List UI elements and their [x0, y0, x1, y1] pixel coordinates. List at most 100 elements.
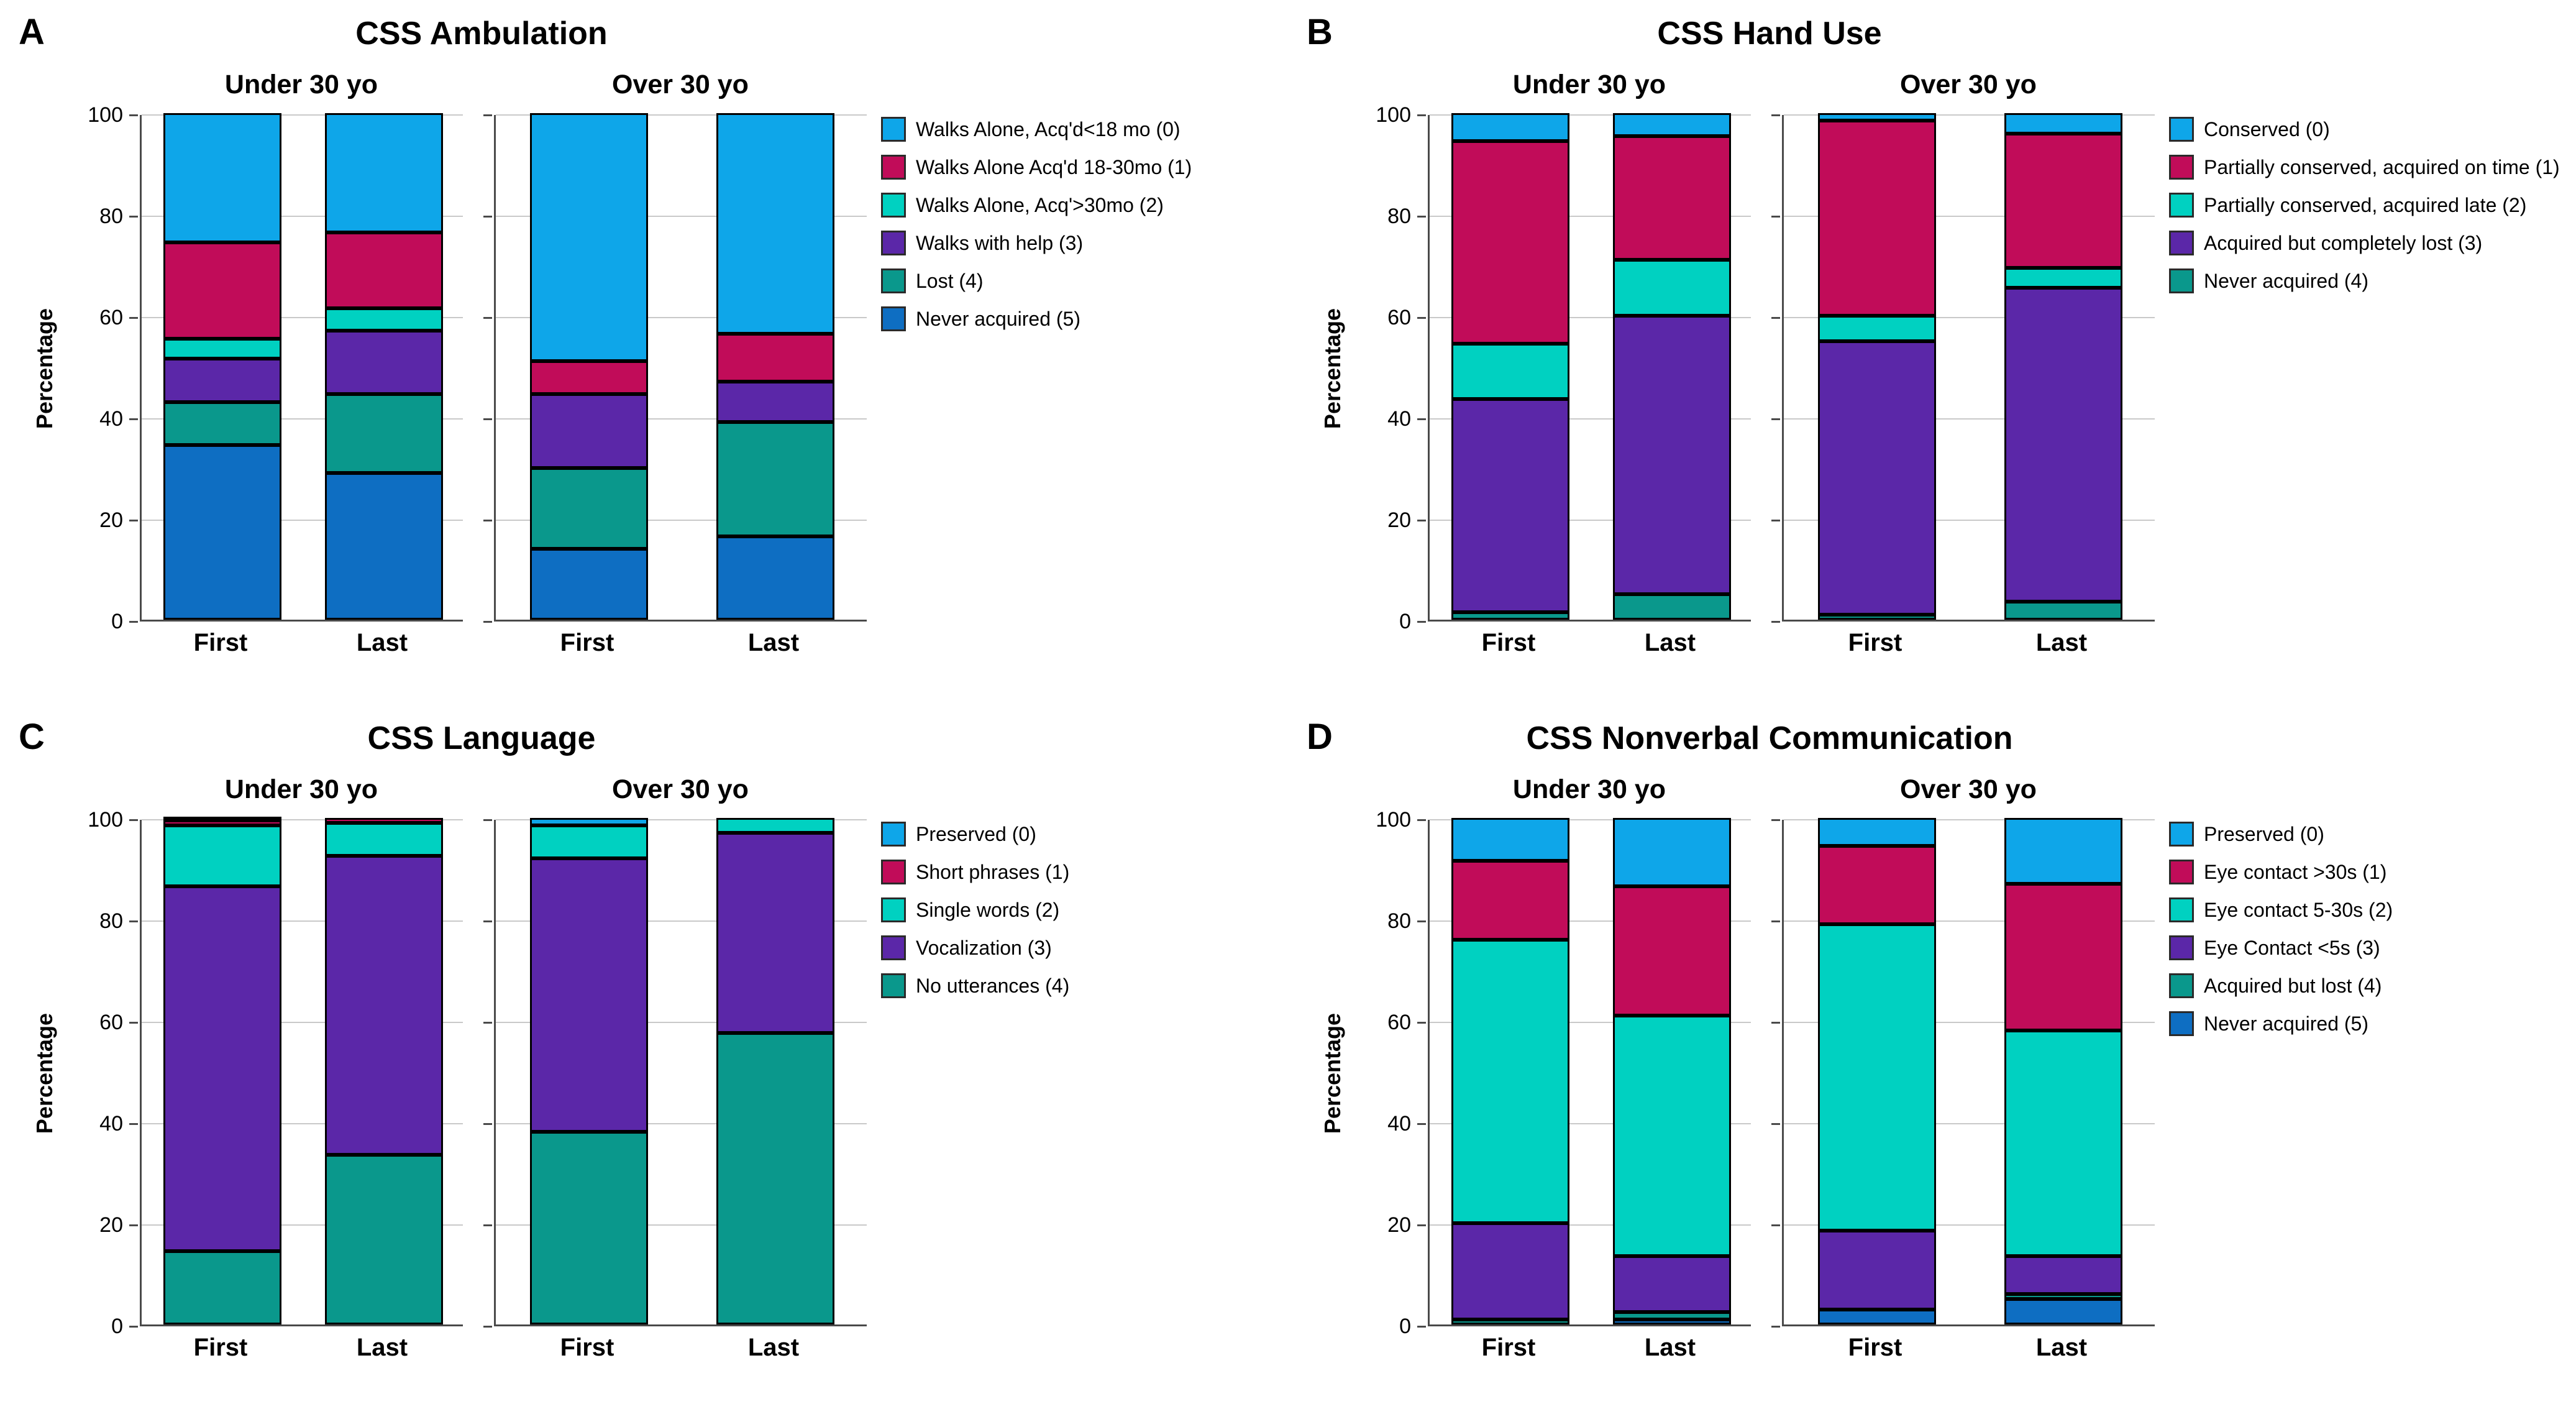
y-tick-mark	[1771, 216, 1780, 218]
legend-swatch-icon	[2169, 117, 2194, 142]
bar-slot-last	[682, 818, 869, 1324]
bar-slot-first	[496, 113, 682, 620]
legend-swatch-icon	[881, 935, 906, 960]
gridline-40	[1430, 418, 1751, 420]
legend-label: Walks Alone, Acq'd<18 mo (0)	[916, 117, 1181, 140]
legend-label: Partially conserved, acquired late (2)	[2204, 193, 2527, 216]
bar-segment	[1818, 1309, 1936, 1324]
legend-item: Walks with help (3)	[881, 231, 1285, 255]
gridline-100	[1784, 114, 2155, 116]
legend-label: Acquired but completely lost (3)	[2204, 231, 2483, 254]
y-tick-label-0: 0	[111, 610, 123, 633]
bar-segment	[530, 825, 648, 859]
panel-a-letter: A	[19, 12, 45, 52]
legend-label: Never acquired (4)	[2204, 269, 2368, 292]
panel-c-y-axis-label: Percentage	[32, 1012, 57, 1134]
legend-item: Lost (4)	[881, 268, 1285, 293]
panel-d: D CSS Nonverbal Communication Under 30 y…	[1288, 705, 2576, 1409]
bar-segment	[716, 113, 834, 334]
bar-segment	[716, 422, 834, 536]
legend-item: Vocalization (3)	[881, 935, 1285, 960]
bar-segment	[2004, 602, 2122, 620]
bar-segment	[325, 818, 443, 824]
gridline-20	[1430, 520, 1751, 521]
panel-b-subtitle-under30: Under 30 yo	[1512, 70, 1666, 99]
y-tick-label-40: 40	[99, 1112, 123, 1136]
y-tick-mark	[1417, 418, 1426, 420]
y-tick-mark	[1771, 418, 1780, 420]
y-tick-mark	[1771, 1326, 1780, 1328]
gridline-20	[496, 520, 867, 521]
y-tick-mark	[483, 1022, 492, 1024]
bar-segment	[1451, 113, 1569, 141]
stacked-bar-a-under30-last	[325, 113, 443, 620]
bar-slot-last	[1591, 113, 1753, 620]
bar-segment	[530, 818, 648, 826]
bar-segment	[2004, 1030, 2122, 1256]
gridline-80	[496, 216, 867, 217]
legend-label: Walks Alone Acq'd 18-30mo (1)	[916, 155, 1192, 178]
legend-label: Eye contact 5-30s (2)	[2204, 898, 2393, 921]
gridline-20	[142, 1224, 463, 1226]
bar-segment	[1818, 341, 1936, 615]
bar-segment	[1613, 316, 1731, 595]
panel-b-legend: Conserved (0) Partially conserved, acquir…	[2169, 117, 2573, 306]
stacked-bar-b-over30-last	[2004, 113, 2122, 620]
bar-slot-first	[1430, 818, 1591, 1324]
panel-c-legend: Preserved (0) Short phrases (1) Single wor…	[881, 822, 1285, 1011]
bar-segment	[2004, 818, 2122, 884]
y-tick-mark	[483, 819, 492, 821]
y-tick-mark	[129, 1326, 138, 1328]
stacked-bar-d-over30-last	[2004, 818, 2122, 1324]
legend-item: Walks Alone Acq'd 18-30mo (1)	[881, 155, 1285, 180]
y-tick-label-100: 100	[88, 103, 123, 127]
y-tick-mark	[1417, 1224, 1426, 1226]
y-tick-mark	[1771, 520, 1780, 521]
bar-segment	[163, 444, 281, 620]
stacked-bar-b-under30-last	[1613, 113, 1731, 620]
x-tick-label-first: First	[1848, 629, 1902, 656]
gridline-40	[1430, 1123, 1751, 1124]
x-tick-label-first: First	[560, 629, 614, 656]
legend-swatch-icon	[2169, 935, 2194, 960]
gridline-80	[1784, 920, 2155, 922]
legend-label: Preserved (0)	[916, 822, 1036, 845]
y-tick-mark	[1771, 819, 1780, 821]
bar-slot-last	[682, 113, 869, 620]
bar-segment	[2004, 113, 2122, 134]
bar-segment	[716, 536, 834, 620]
y-tick-label-60: 60	[99, 1011, 123, 1034]
legend-swatch-icon	[881, 117, 906, 142]
y-tick-label-20: 20	[1387, 1213, 1411, 1237]
y-tick-mark	[1417, 520, 1426, 521]
bar-segment	[716, 381, 834, 423]
gridline-100	[496, 819, 867, 820]
gridline-20	[1784, 1224, 2155, 1226]
gridline-100	[1784, 819, 2155, 820]
gridline-60	[1784, 317, 2155, 318]
bar-segment	[1818, 113, 1936, 121]
gridline-100	[1430, 114, 1751, 116]
panel-d-y-axis-label: Percentage	[1320, 1012, 1345, 1134]
bar-segment	[325, 856, 443, 1155]
x-tick-label-last: Last	[2035, 629, 2088, 656]
panel-a-title: CSS Ambulation	[355, 16, 608, 52]
bar-slot-first	[142, 113, 303, 620]
legend-label: No utterances (4)	[916, 974, 1070, 997]
stacked-bar-b-under30-first	[1451, 113, 1569, 620]
bar-segment	[1818, 818, 1936, 846]
y-tick-mark	[1417, 621, 1426, 623]
legend-item: Partially conserved, acquired late (2)	[2169, 193, 2573, 218]
legend-item: Acquired but lost (4)	[2169, 973, 2573, 998]
x-tick-label-first: First	[193, 629, 248, 656]
legend-label: Eye contact >30s (1)	[2204, 860, 2387, 883]
panel-d-plot-over30	[1782, 818, 2155, 1326]
bar-segment	[163, 825, 281, 887]
panel-c-plot-under30	[140, 817, 463, 1326]
legend-swatch-icon	[881, 268, 906, 293]
gridline-80	[142, 216, 463, 217]
bar-segment	[325, 394, 443, 473]
bar-segment	[325, 232, 443, 308]
panel-a-subtitle-over30: Over 30 yo	[612, 70, 749, 99]
legend-item: Acquired but completely lost (3)	[2169, 231, 2573, 255]
